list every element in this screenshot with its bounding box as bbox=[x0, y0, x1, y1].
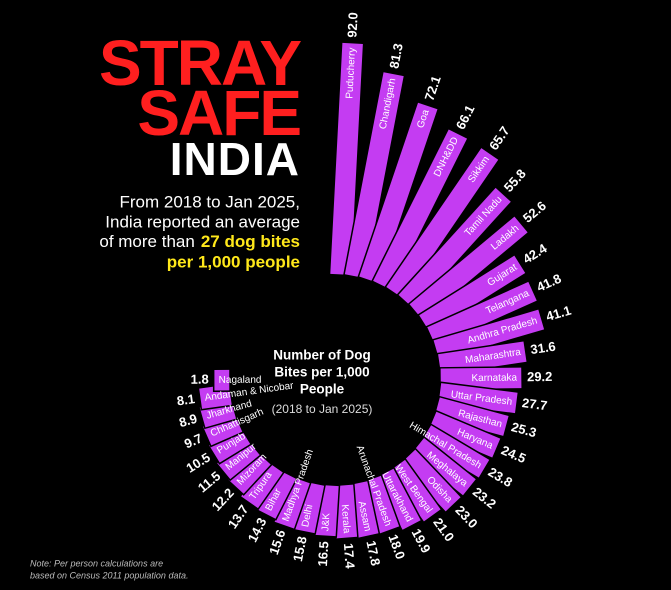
value-label: 9.7 bbox=[182, 430, 205, 451]
value-label: 31.6 bbox=[529, 339, 556, 358]
value-label: 16.5 bbox=[315, 541, 332, 567]
value-label: 23.2 bbox=[470, 484, 499, 512]
value-label: 66.1 bbox=[453, 102, 478, 131]
subtitle-line: From 2018 to Jan 2025, bbox=[119, 192, 300, 211]
bar-name: J&K bbox=[320, 512, 332, 531]
bar-name: Puducherry bbox=[344, 47, 358, 99]
note: based on Census 2011 population data. bbox=[30, 570, 188, 580]
value-label: 29.2 bbox=[527, 369, 552, 384]
bar bbox=[407, 214, 530, 323]
value-label: 14.3 bbox=[245, 515, 270, 544]
subtitle-text: of more than bbox=[99, 232, 194, 251]
value-label: 13.7 bbox=[225, 502, 252, 531]
value-label: 8.9 bbox=[177, 411, 198, 430]
value-label: 21.0 bbox=[430, 515, 457, 544]
bar-name: Nagaland bbox=[219, 375, 262, 386]
bar-name: Delhi bbox=[300, 504, 315, 529]
value-label: 41.8 bbox=[534, 271, 563, 295]
value-label: 12.2 bbox=[209, 485, 237, 514]
value-label: 17.8 bbox=[363, 539, 383, 567]
value-label: 8.1 bbox=[176, 391, 196, 408]
value-label: 23.8 bbox=[486, 464, 515, 490]
value-label: 25.3 bbox=[510, 419, 538, 440]
value-label: 15.6 bbox=[266, 528, 289, 557]
value-label: 23.0 bbox=[452, 503, 480, 532]
title-line: SAFE bbox=[137, 77, 300, 149]
value-label: 19.9 bbox=[409, 526, 434, 555]
subtitle-line: of more than 27 dog bites bbox=[99, 232, 300, 251]
center-label: Number of Dog bbox=[273, 348, 371, 363]
subtitle-line: India reported an average bbox=[105, 212, 300, 231]
title-line: STRAY bbox=[99, 27, 301, 99]
value-label: 65.7 bbox=[486, 124, 513, 153]
bar-name: Kerala bbox=[339, 504, 352, 534]
bar bbox=[343, 70, 406, 280]
value-label: 18.0 bbox=[385, 532, 408, 561]
value-label: 52.6 bbox=[520, 198, 549, 226]
highlight-line: per 1,000 people bbox=[167, 252, 300, 271]
bar bbox=[212, 368, 231, 392]
value-label: 81.3 bbox=[386, 42, 405, 70]
bar bbox=[357, 100, 440, 286]
value-label: 15.8 bbox=[290, 535, 310, 563]
center-label: People bbox=[300, 382, 345, 397]
bar bbox=[396, 185, 513, 311]
center-sublabel: (2018 to Jan 2025) bbox=[272, 402, 373, 416]
note: Note: Per person calculations are bbox=[30, 558, 163, 568]
value-label: 55.8 bbox=[501, 166, 529, 195]
value-label: 27.7 bbox=[521, 395, 548, 413]
value-label: 72.1 bbox=[421, 74, 443, 103]
bar bbox=[328, 41, 365, 277]
center-label: Bites per 1,000 bbox=[274, 365, 369, 380]
value-label: 24.5 bbox=[499, 442, 528, 466]
bar-name: Karnataka bbox=[471, 373, 517, 385]
bar bbox=[384, 146, 501, 301]
bar bbox=[371, 127, 470, 292]
value-label: 92.0 bbox=[344, 12, 360, 38]
title-line: INDIA bbox=[170, 133, 300, 185]
value-label: 1.8 bbox=[191, 372, 209, 387]
bar-group: Puducherry92.0Chandigarh81.3Goa72.1DNH&D… bbox=[176, 12, 573, 570]
value-label: 17.4 bbox=[341, 543, 358, 570]
value-label: 41.1 bbox=[544, 303, 573, 325]
highlight-text: 27 dog bites bbox=[201, 232, 300, 251]
value-label: 42.4 bbox=[520, 240, 550, 267]
